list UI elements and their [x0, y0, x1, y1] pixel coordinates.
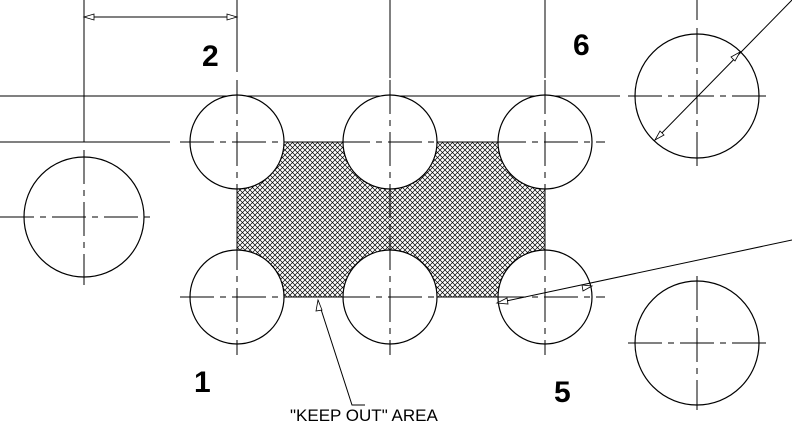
bottom-right-detail-circle	[628, 276, 766, 410]
top-right-detail-circle	[628, 0, 792, 166]
pin-label-6: 6	[573, 29, 590, 62]
pad-gap-leader	[495, 239, 792, 305]
construction-lines	[0, 0, 698, 143]
keep-out-label: "KEEP OUT" AREA	[290, 406, 438, 425]
pin-label-1: 1	[194, 366, 211, 399]
left-detail-circle	[0, 150, 150, 285]
grid-center-lines	[180, 80, 605, 355]
top-dimension	[82, 13, 239, 21]
pin-label-2: 2	[202, 40, 219, 73]
keep-out-leader	[315, 298, 365, 406]
pin-label-5: 5	[554, 376, 571, 409]
